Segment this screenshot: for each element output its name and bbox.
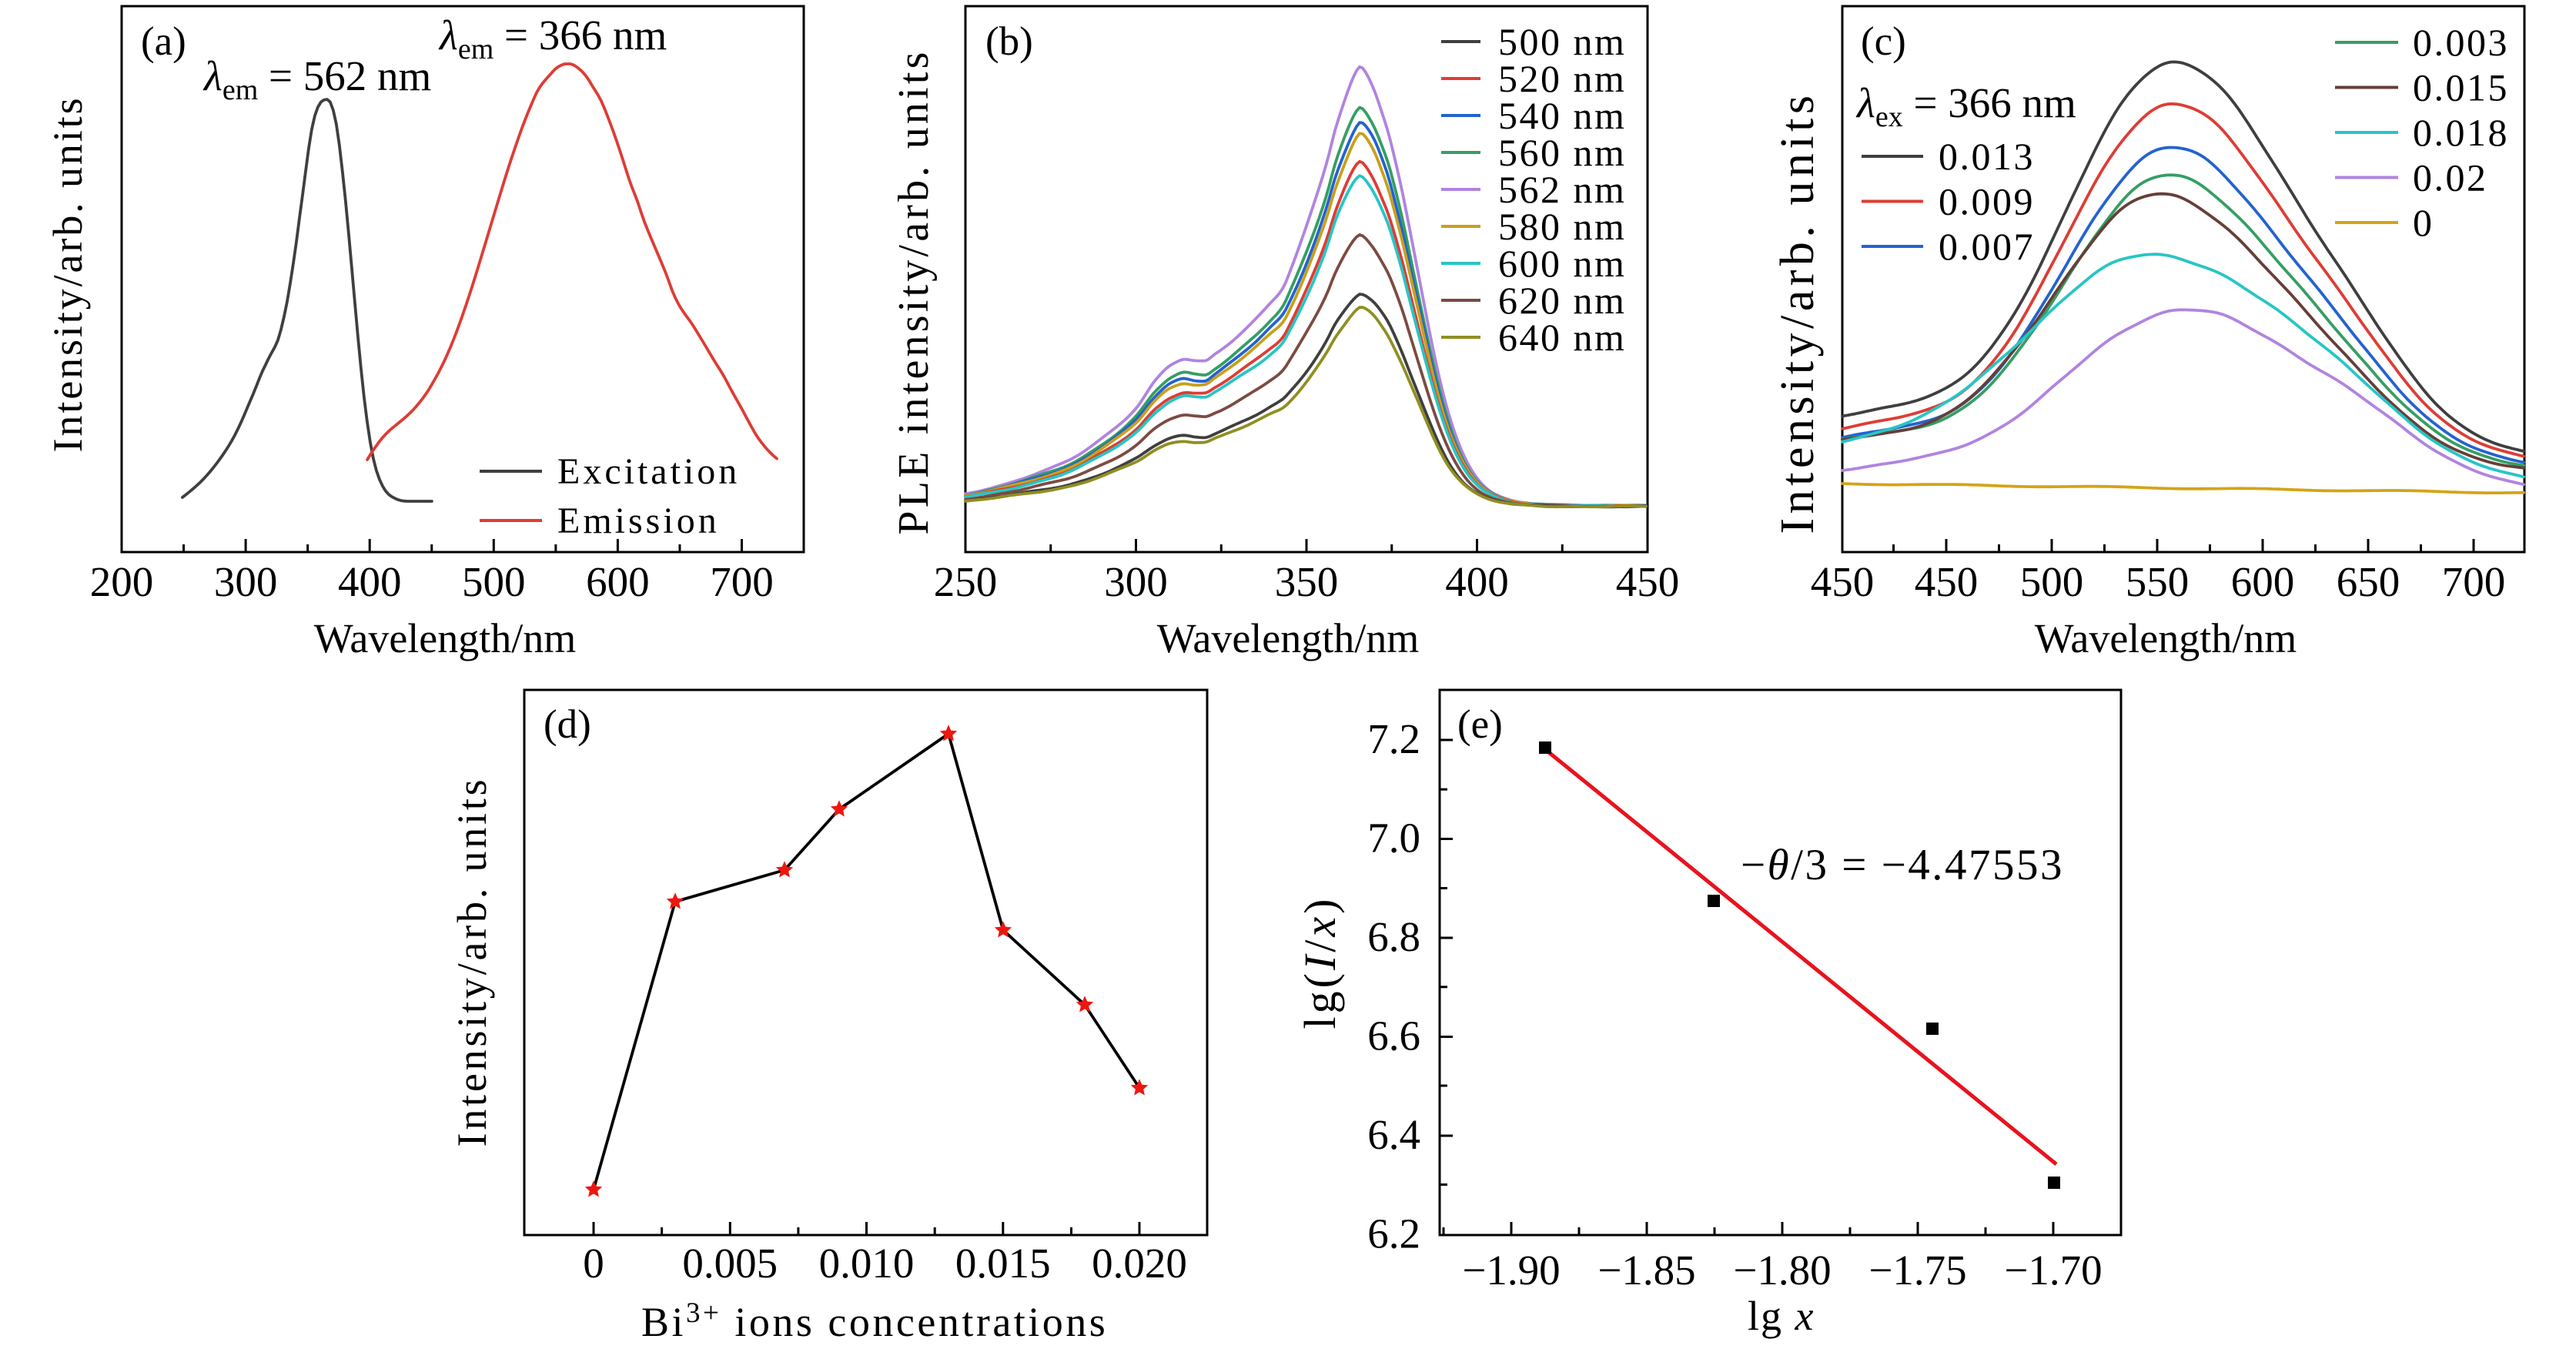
- svg-text:(b): (b): [985, 19, 1033, 64]
- svg-text:600: 600: [586, 558, 650, 605]
- svg-text:Excitation: Excitation: [557, 451, 740, 492]
- svg-text:600: 600: [2231, 558, 2295, 605]
- svg-text:6.6: 6.6: [1367, 1013, 1420, 1059]
- svg-text:Intensity/arb. units: Intensity/arb. units: [449, 777, 495, 1147]
- svg-text:650: 650: [2337, 558, 2400, 605]
- svg-text:250: 250: [934, 558, 998, 605]
- svg-text:Bi3+ ions concentrations: Bi3+ ions concentrations: [641, 1297, 1108, 1345]
- svg-text:550: 550: [2126, 558, 2190, 605]
- svg-text:(e): (e): [1457, 702, 1503, 747]
- svg-text:0.02: 0.02: [2413, 156, 2488, 199]
- svg-text:−1.75: −1.75: [1868, 1247, 1966, 1294]
- svg-text:0.005: 0.005: [682, 1240, 778, 1287]
- svg-text:300: 300: [1104, 558, 1168, 605]
- svg-text:λem = 366 nm: λem = 366 nm: [438, 12, 667, 65]
- svg-text:200: 200: [90, 558, 154, 605]
- svg-text:450: 450: [1811, 558, 1875, 605]
- svg-text:400: 400: [1445, 558, 1509, 605]
- svg-text:520 nm: 520 nm: [1498, 57, 1626, 100]
- svg-text:lg(I/x): lg(I/x): [1295, 896, 1345, 1029]
- svg-text:450: 450: [1915, 558, 1979, 605]
- svg-text:−1.70: −1.70: [2004, 1247, 2102, 1294]
- svg-text:6.4: 6.4: [1367, 1111, 1420, 1158]
- svg-text:0: 0: [2413, 201, 2434, 244]
- svg-text:0.015: 0.015: [2413, 66, 2509, 109]
- svg-text:7.2: 7.2: [1367, 715, 1420, 762]
- svg-text:620 nm: 620 nm: [1498, 279, 1626, 322]
- svg-text:Wavelength/nm: Wavelength/nm: [314, 615, 577, 661]
- svg-text:0.010: 0.010: [819, 1240, 915, 1287]
- svg-text:Wavelength/nm: Wavelength/nm: [1157, 615, 1420, 661]
- svg-text:−1.85: −1.85: [1597, 1247, 1695, 1294]
- svg-text:500 nm: 500 nm: [1498, 20, 1626, 63]
- svg-text:0.013: 0.013: [1939, 135, 2035, 178]
- svg-text:500: 500: [462, 558, 526, 605]
- svg-text:500: 500: [2020, 558, 2084, 605]
- svg-text:450: 450: [1616, 558, 1680, 605]
- svg-text:−1.80: −1.80: [1733, 1247, 1831, 1294]
- svg-text:PLE intensity/arb. units: PLE intensity/arb. units: [890, 49, 938, 534]
- svg-text:(d): (d): [544, 702, 591, 747]
- svg-text:−1.90: −1.90: [1462, 1247, 1560, 1294]
- svg-text:0.007: 0.007: [1939, 225, 2035, 268]
- svg-text:0: 0: [583, 1240, 604, 1287]
- svg-text:0.003: 0.003: [2413, 21, 2509, 64]
- svg-text:6.8: 6.8: [1367, 913, 1420, 960]
- svg-text:(a): (a): [141, 19, 186, 64]
- svg-text:λem = 562 nm: λem = 562 nm: [202, 52, 431, 106]
- svg-text:700: 700: [2442, 558, 2506, 605]
- svg-text:540 nm: 540 nm: [1498, 94, 1626, 137]
- svg-text:600 nm: 600 nm: [1498, 242, 1626, 285]
- svg-text:Emission: Emission: [557, 500, 720, 541]
- svg-text:Wavelength/nm: Wavelength/nm: [2035, 615, 2297, 661]
- svg-text:562 nm: 562 nm: [1498, 168, 1626, 211]
- svg-text:400: 400: [338, 558, 402, 605]
- svg-text:580 nm: 580 nm: [1498, 205, 1626, 248]
- svg-text:0.018: 0.018: [2413, 111, 2509, 154]
- svg-text:6.2: 6.2: [1367, 1210, 1420, 1257]
- svg-text:λex = 366 nm: λex = 366 nm: [1855, 79, 2076, 133]
- svg-text:−θ/3 = −4.47553: −θ/3 = −4.47553: [1741, 841, 2064, 889]
- svg-text:0.020: 0.020: [1092, 1240, 1187, 1287]
- svg-text:640 nm: 640 nm: [1498, 316, 1626, 359]
- svg-text:lg x: lg x: [1748, 1293, 1815, 1339]
- svg-text:300: 300: [214, 558, 278, 605]
- svg-text:350: 350: [1275, 558, 1339, 605]
- svg-text:0.009: 0.009: [1939, 180, 2035, 223]
- svg-text:Intensity/arb. units: Intensity/arb. units: [45, 96, 91, 453]
- svg-text:(c): (c): [1861, 19, 1906, 64]
- svg-text:Intensity/arb. units: Intensity/arb. units: [1771, 92, 1824, 534]
- svg-text:700: 700: [710, 558, 774, 605]
- svg-text:560 nm: 560 nm: [1498, 131, 1626, 174]
- svg-text:7.0: 7.0: [1367, 815, 1420, 862]
- svg-text:0.015: 0.015: [955, 1240, 1051, 1287]
